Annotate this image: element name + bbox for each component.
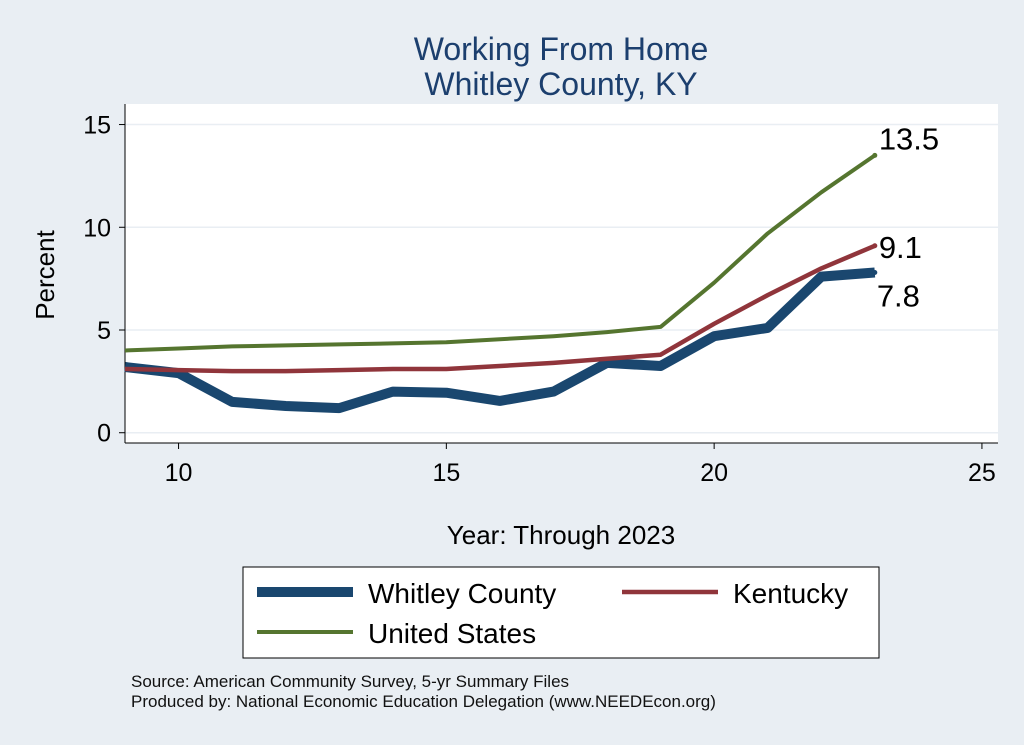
grid-lines (125, 123, 998, 434)
axes: 0 5 10 15 10 15 20 25 (83, 104, 998, 487)
x-tick-label: 25 (968, 459, 996, 487)
series-line-kentucky (124, 243, 876, 374)
chart-title: Working From Home (414, 31, 709, 67)
end-point-kentucky (872, 243, 878, 249)
source-note: Source: American Community Survey, 5-yr … (131, 672, 570, 691)
y-tick-label: 5 (97, 317, 111, 345)
end-point-whitley-county (872, 269, 878, 275)
end-label-united-states: 13.5 (879, 121, 939, 156)
x-tick-label: 20 (700, 459, 728, 487)
legend-label-kentucky: Kentucky (733, 578, 848, 609)
producer-note: Produced by: National Economic Education… (131, 692, 716, 711)
y-tick-label: 10 (83, 214, 111, 242)
chart-subtitle: Whitley County, KY (424, 66, 697, 102)
y-tick-label: 0 (97, 420, 111, 448)
end-labels: 7.8 9.1 13.5 (877, 121, 939, 313)
legend: Whitley County Kentucky United States (257, 578, 848, 649)
x-tick-label: 15 (432, 459, 460, 487)
series-layer (124, 152, 878, 414)
legend-label-united-states: United States (368, 618, 536, 649)
legend-box (242, 566, 880, 659)
series-line-whitley-county (124, 267, 876, 414)
end-point-united-states (872, 152, 878, 158)
y-tick-label: 15 (83, 112, 111, 140)
x-tick-label: 10 (165, 459, 193, 487)
end-label-whitley-county: 7.8 (877, 278, 920, 313)
series-line-united-states (124, 153, 876, 353)
legend-label-whitley-county: Whitley County (368, 578, 556, 609)
y-axis-label: Percent (30, 229, 60, 319)
end-label-kentucky: 9.1 (879, 230, 922, 265)
x-axis-label: Year: Through 2023 (447, 520, 675, 550)
